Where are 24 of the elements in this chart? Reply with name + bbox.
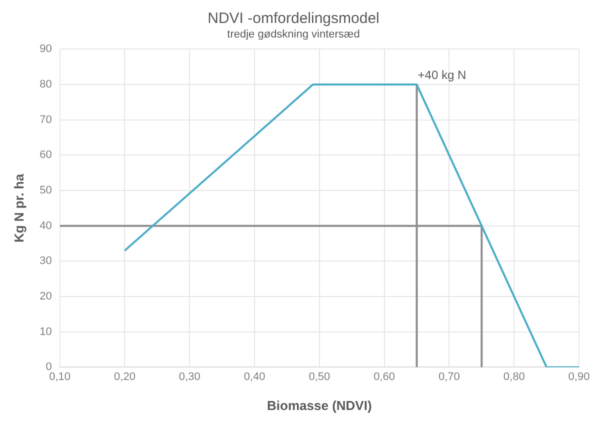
y-tick-label: 40 <box>40 220 52 232</box>
chart-subtitle: tredje gødskning vintersæd <box>227 28 360 41</box>
x-tick-label: 0,40 <box>244 370 266 383</box>
chart-title: NDVI -omfordelingsmodel <box>208 10 380 28</box>
y-tick-label: 50 <box>40 184 52 197</box>
x-tick-label: 0,70 <box>438 370 460 383</box>
y-tick-label: 10 <box>40 326 52 338</box>
y-tick-label: 0 <box>46 361 52 374</box>
x-axis-title: Biomasse (NDVI) <box>267 398 372 413</box>
x-tick-label: 0,80 <box>503 370 525 383</box>
x-tick-label: 0,50 <box>308 370 330 383</box>
y-tick-label: 30 <box>40 255 52 268</box>
y-tick-label: 60 <box>40 149 52 162</box>
x-tick-label: 0,30 <box>178 370 200 383</box>
x-tick-label: 0,60 <box>374 370 396 383</box>
y-tick-label: 90 <box>40 43 52 56</box>
y-tick-label: 70 <box>40 114 52 126</box>
x-tick-label: 0,20 <box>114 370 136 383</box>
annotation: +40 kg N <box>418 68 466 82</box>
y-axis-title: Kg N pr. ha <box>11 173 26 243</box>
y-tick-label: 80 <box>40 78 52 91</box>
x-tick-label: 0,90 <box>568 370 590 383</box>
x-tick-label: 0,10 <box>49 370 71 383</box>
y-tick-label: 20 <box>40 290 52 303</box>
